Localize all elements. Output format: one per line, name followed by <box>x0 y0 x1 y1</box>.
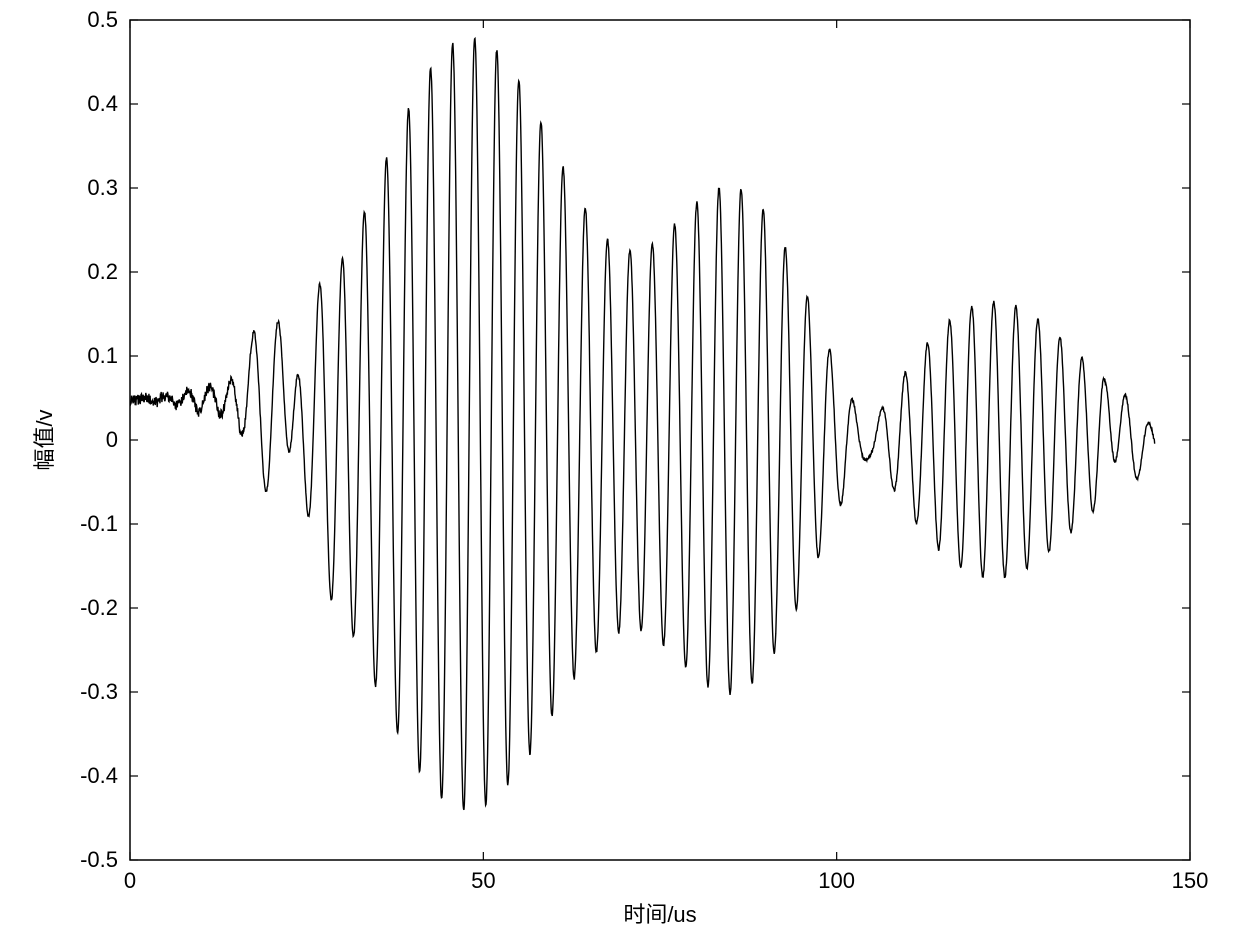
y-tick-label: -0.2 <box>80 595 118 620</box>
y-tick-label: 0.4 <box>87 91 118 116</box>
x-tick-label: 0 <box>124 868 136 893</box>
y-axis-label: 幅值/v <box>32 409 57 470</box>
y-tick-label: 0.5 <box>87 7 118 32</box>
x-tick-label: 50 <box>471 868 495 893</box>
x-tick-label: 150 <box>1172 868 1209 893</box>
y-tick-label: 0.3 <box>87 175 118 200</box>
y-tick-label: 0.1 <box>87 343 118 368</box>
waveform-chart: 0 50 100 150 -0.5 -0.4 -0.3 -0.2 -0.1 0 0.1 0.2 0.3 0… <box>0 0 1240 939</box>
y-tick-label: -0.3 <box>80 679 118 704</box>
chart-svg: 0 50 100 150 -0.5 -0.4 -0.3 -0.2 -0.1 0 0.1 0.2 0.3 0… <box>0 0 1240 939</box>
x-tick-label: 100 <box>818 868 855 893</box>
y-tick-label: -0.1 <box>80 511 118 536</box>
y-tick-label: 0 <box>106 427 118 452</box>
y-tick-label: 0.2 <box>87 259 118 284</box>
y-tick-label: -0.5 <box>80 847 118 872</box>
plot-box <box>130 20 1190 860</box>
y-tick-label: -0.4 <box>80 763 118 788</box>
waveform-line <box>130 39 1155 810</box>
x-axis-label: 时间/us <box>623 902 696 927</box>
